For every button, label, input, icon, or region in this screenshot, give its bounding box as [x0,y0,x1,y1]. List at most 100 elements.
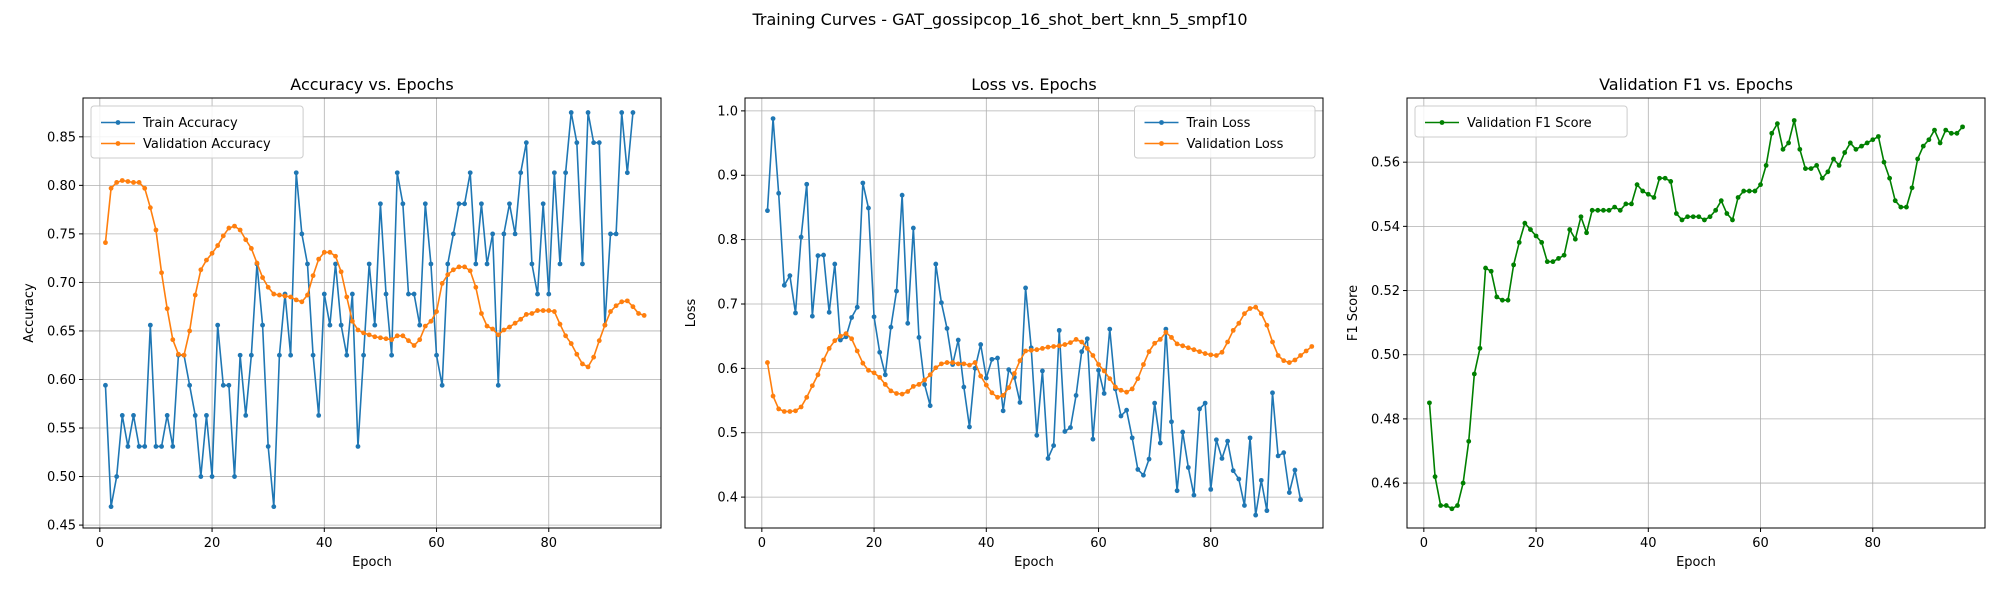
data-point [108,185,114,191]
data-point [192,413,198,418]
data-point [181,352,187,358]
data-point [378,335,383,341]
data-point [1213,437,1219,443]
data-point [1791,118,1797,123]
data-point [1847,140,1853,146]
data-point [1000,408,1006,414]
data-point [450,267,456,273]
data-point [1281,358,1287,364]
data-point [1079,339,1085,345]
data-point [338,269,344,275]
y-tick-label: 0.70 [47,276,76,291]
data-point [894,288,899,294]
data-point [434,309,439,314]
data-point [1129,386,1135,392]
data-point [821,252,826,258]
data-point [125,444,131,449]
data-point [529,261,535,267]
data-point [882,382,888,387]
data-point [995,394,1000,400]
data-point [1567,227,1573,232]
data-point [209,250,215,256]
chart-title: Loss vs. Epochs [971,75,1096,94]
data-point [1045,456,1051,461]
data-point [1096,367,1101,373]
data-point [445,261,451,267]
data-point [232,474,237,479]
data-point [540,201,546,207]
data-point [288,352,294,358]
data-point [411,291,417,297]
data-point [467,170,473,176]
x-tick-label: 0 [1420,536,1428,551]
data-point [815,372,821,378]
data-point [1045,344,1051,350]
data-point [1505,297,1511,303]
data-point [793,408,798,414]
y-tick-label: 0.75 [47,227,76,242]
data-point [787,409,793,414]
data-point [215,243,221,248]
plot-area [82,97,662,529]
data-point [1079,349,1085,355]
data-point [495,382,501,388]
data-point [271,504,277,510]
data-point [770,116,776,121]
data-point [1118,387,1124,393]
data-point [1528,227,1533,232]
data-point [1904,204,1909,210]
y-tick-label: 0.4 [717,491,738,506]
series-line [766,117,1302,516]
data-point [1236,476,1242,482]
y-tick-label: 0.48 [1371,412,1400,427]
data-point [837,337,843,343]
data-point [1040,368,1045,374]
data-point [983,382,989,388]
data-point [495,332,501,338]
data-point [1808,166,1814,171]
data-point [1690,214,1696,220]
data-point [299,231,305,237]
legend-swatch-marker [1159,141,1164,146]
data-point [406,291,411,297]
data-point [585,110,591,115]
data-point [1932,127,1937,133]
legend-label: Train Loss [1186,116,1251,131]
data-point [1471,371,1477,377]
data-point [164,413,170,418]
data-point [260,275,265,280]
data-point [613,303,619,309]
data-point [1774,121,1780,127]
data-point [1264,322,1270,328]
data-point [1034,432,1040,438]
data-point [204,257,209,263]
data-point [361,330,366,336]
data-point [1920,143,1926,149]
data-point [293,297,299,303]
data-point [944,360,950,365]
data-point [243,413,249,418]
legend-label: Validation F1 Score [1467,116,1592,131]
data-point [175,351,181,357]
data-point [1752,188,1758,194]
data-point [910,225,916,231]
y-tick-label: 0.80 [47,179,76,194]
data-point [591,354,597,360]
data-point [1825,169,1831,175]
data-point [1197,349,1202,355]
data-point [1937,140,1943,146]
data-point [1831,156,1836,162]
data-point [1286,490,1292,495]
data-point [1197,406,1202,412]
data-point [1797,146,1803,152]
data-point [1169,335,1174,340]
data-point [243,237,249,243]
data-point [422,323,428,329]
data-point [1427,400,1432,406]
data-point [147,322,153,328]
y-tick-label: 0.85 [47,130,76,145]
data-point [1595,207,1601,213]
data-point [394,170,400,176]
data-point [546,308,552,313]
data-point [1213,353,1219,358]
